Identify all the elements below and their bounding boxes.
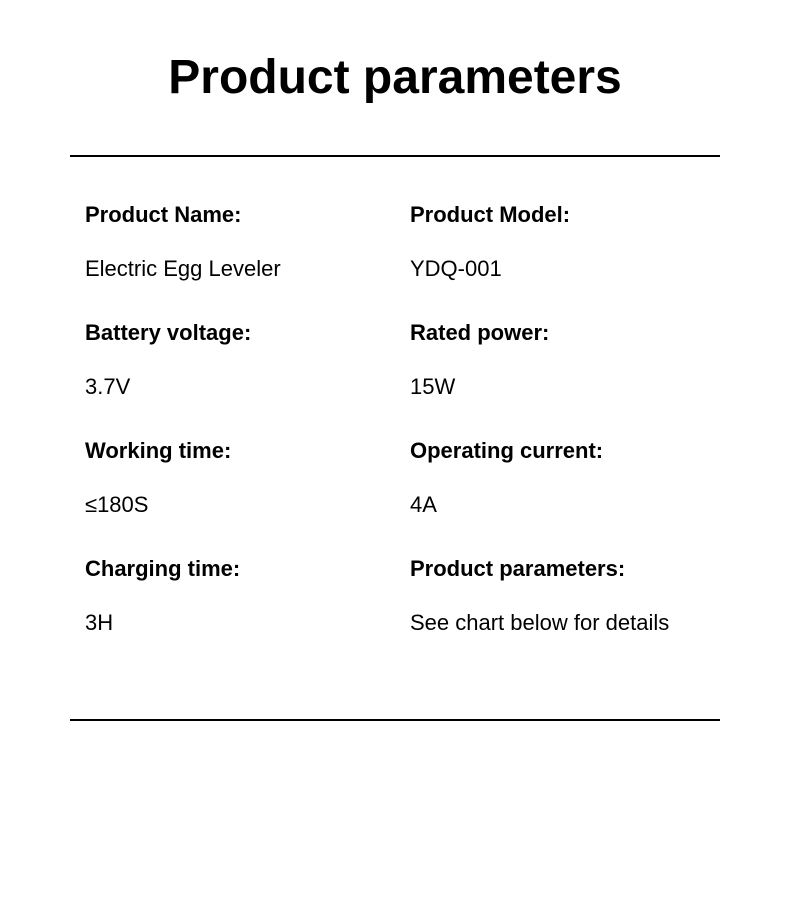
param-value: Electric Egg Leveler — [85, 256, 380, 282]
parameters-grid: Product Name: Electric Egg Leveler Batte… — [70, 157, 720, 719]
param-label: Operating current: — [410, 438, 705, 464]
bottom-divider — [70, 719, 720, 721]
param-label: Product Model: — [410, 202, 705, 228]
param-label: Charging time: — [85, 556, 380, 582]
page-title: Product parameters — [70, 50, 720, 105]
param-label: Battery voltage: — [85, 320, 380, 346]
param-value: YDQ-001 — [410, 256, 705, 282]
param-label: Rated power: — [410, 320, 705, 346]
param-value: 3H — [85, 610, 380, 636]
param-value: See chart below for details — [410, 610, 705, 636]
param-value: 15W — [410, 374, 705, 400]
right-column: Product Model: YDQ-001 Rated power: 15W … — [410, 202, 705, 674]
param-label: Product parameters: — [410, 556, 705, 582]
param-value: ≤180S — [85, 492, 380, 518]
param-value: 3.7V — [85, 374, 380, 400]
page-container: Product parameters Product Name: Electri… — [0, 0, 790, 721]
param-label: Product Name: — [85, 202, 380, 228]
param-label: Working time: — [85, 438, 380, 464]
left-column: Product Name: Electric Egg Leveler Batte… — [85, 202, 380, 674]
param-value: 4A — [410, 492, 705, 518]
